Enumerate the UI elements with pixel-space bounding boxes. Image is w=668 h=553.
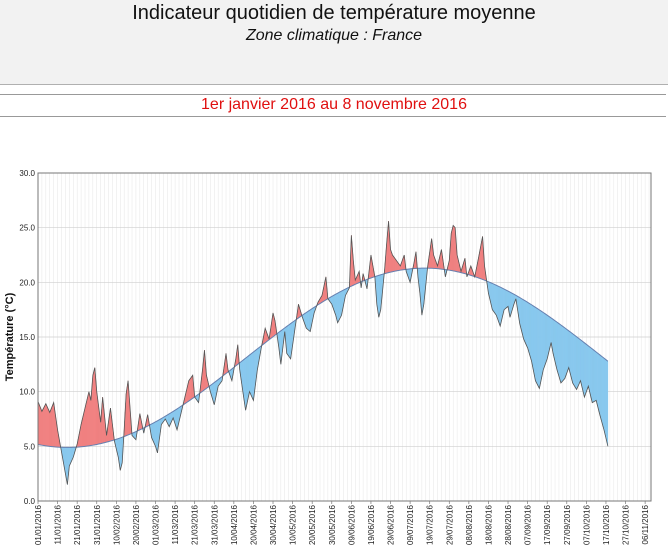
x-tick-label: 31/03/2016 [210,504,219,545]
x-tick-label: 20/02/2016 [132,504,141,545]
observed-temperature-line [37,221,609,485]
report-header: Indicateur quotidien de température moye… [0,0,668,85]
x-tick-label: 06/11/2016 [641,504,650,544]
x-tick-label: 09/07/2016 [406,504,415,545]
x-tick-label: 10/05/2016 [289,504,298,545]
x-tick-label: 10/04/2016 [230,504,239,545]
x-tick-label: 29/06/2016 [387,504,396,545]
report-title: Indicateur quotidien de température moye… [132,2,536,24]
period-label: 1er janvier 2016 au 8 novembre 2016 [201,96,467,113]
y-tick-label: 0.0 [24,497,36,506]
y-tick-label: 20.0 [19,278,35,287]
x-tick-label: 07/09/2016 [524,504,533,545]
y-tick-label: 10.0 [19,388,35,397]
x-tick-label: 17/09/2016 [543,504,552,545]
x-tick-label: 20/04/2016 [249,504,258,545]
x-tick-label: 01/01/2016 [34,504,43,545]
x-tick-label: 31/01/2016 [93,504,102,545]
period-bar: 1er janvier 2016 au 8 novembre 2016 [0,94,666,117]
x-tick-label: 09/06/2016 [347,504,356,545]
report-subtitle: Zone climatique : France [245,27,423,44]
normal-temperature-line [37,267,609,448]
y-tick-label: 30.0 [19,169,35,178]
x-tick-label: 27/09/2016 [563,504,572,545]
y-tick-label: 15.0 [19,333,35,342]
x-tick-label: 01/03/2016 [152,504,161,545]
x-tick-label: 20/05/2016 [308,504,317,545]
x-tick-label: 30/04/2016 [269,504,278,545]
x-tick-label: 19/07/2016 [426,504,435,545]
plot-frame [37,172,652,502]
x-tick-label: 11/03/2016 [171,504,180,544]
x-tick-label: 10/02/2016 [112,504,121,545]
x-tick-label: 08/08/2016 [465,504,474,545]
y-axis-label: Température (°C) [4,292,16,381]
x-tick-label: 30/05/2016 [328,504,337,545]
chart-grid [38,172,651,502]
x-tick-label: 21/03/2016 [191,504,200,545]
x-axis-ticks: 01/01/2016 11/01/2016 21/01/2016 31/01/2016… [34,501,650,545]
y-axis-ticks: 0.0 5.0 10.0 15.0 20.0 25.0 30.0 [19,169,35,506]
x-tick-label: 29/07/2016 [445,504,454,545]
x-tick-label: 11/01/2016 [54,504,63,544]
x-tick-label: 27/10/2016 [622,504,631,545]
x-tick-label: 07/10/2016 [582,504,591,545]
x-tick-label: 21/01/2016 [73,504,82,545]
x-tick-label: 17/10/2016 [602,504,611,545]
x-tick-label: 28/08/2016 [504,504,513,545]
y-tick-label: 5.0 [24,442,36,451]
x-tick-label: 18/08/2016 [484,504,493,545]
y-tick-label: 25.0 [19,224,35,233]
x-tick-label: 19/06/2016 [367,504,376,545]
chart-lines [37,221,609,485]
